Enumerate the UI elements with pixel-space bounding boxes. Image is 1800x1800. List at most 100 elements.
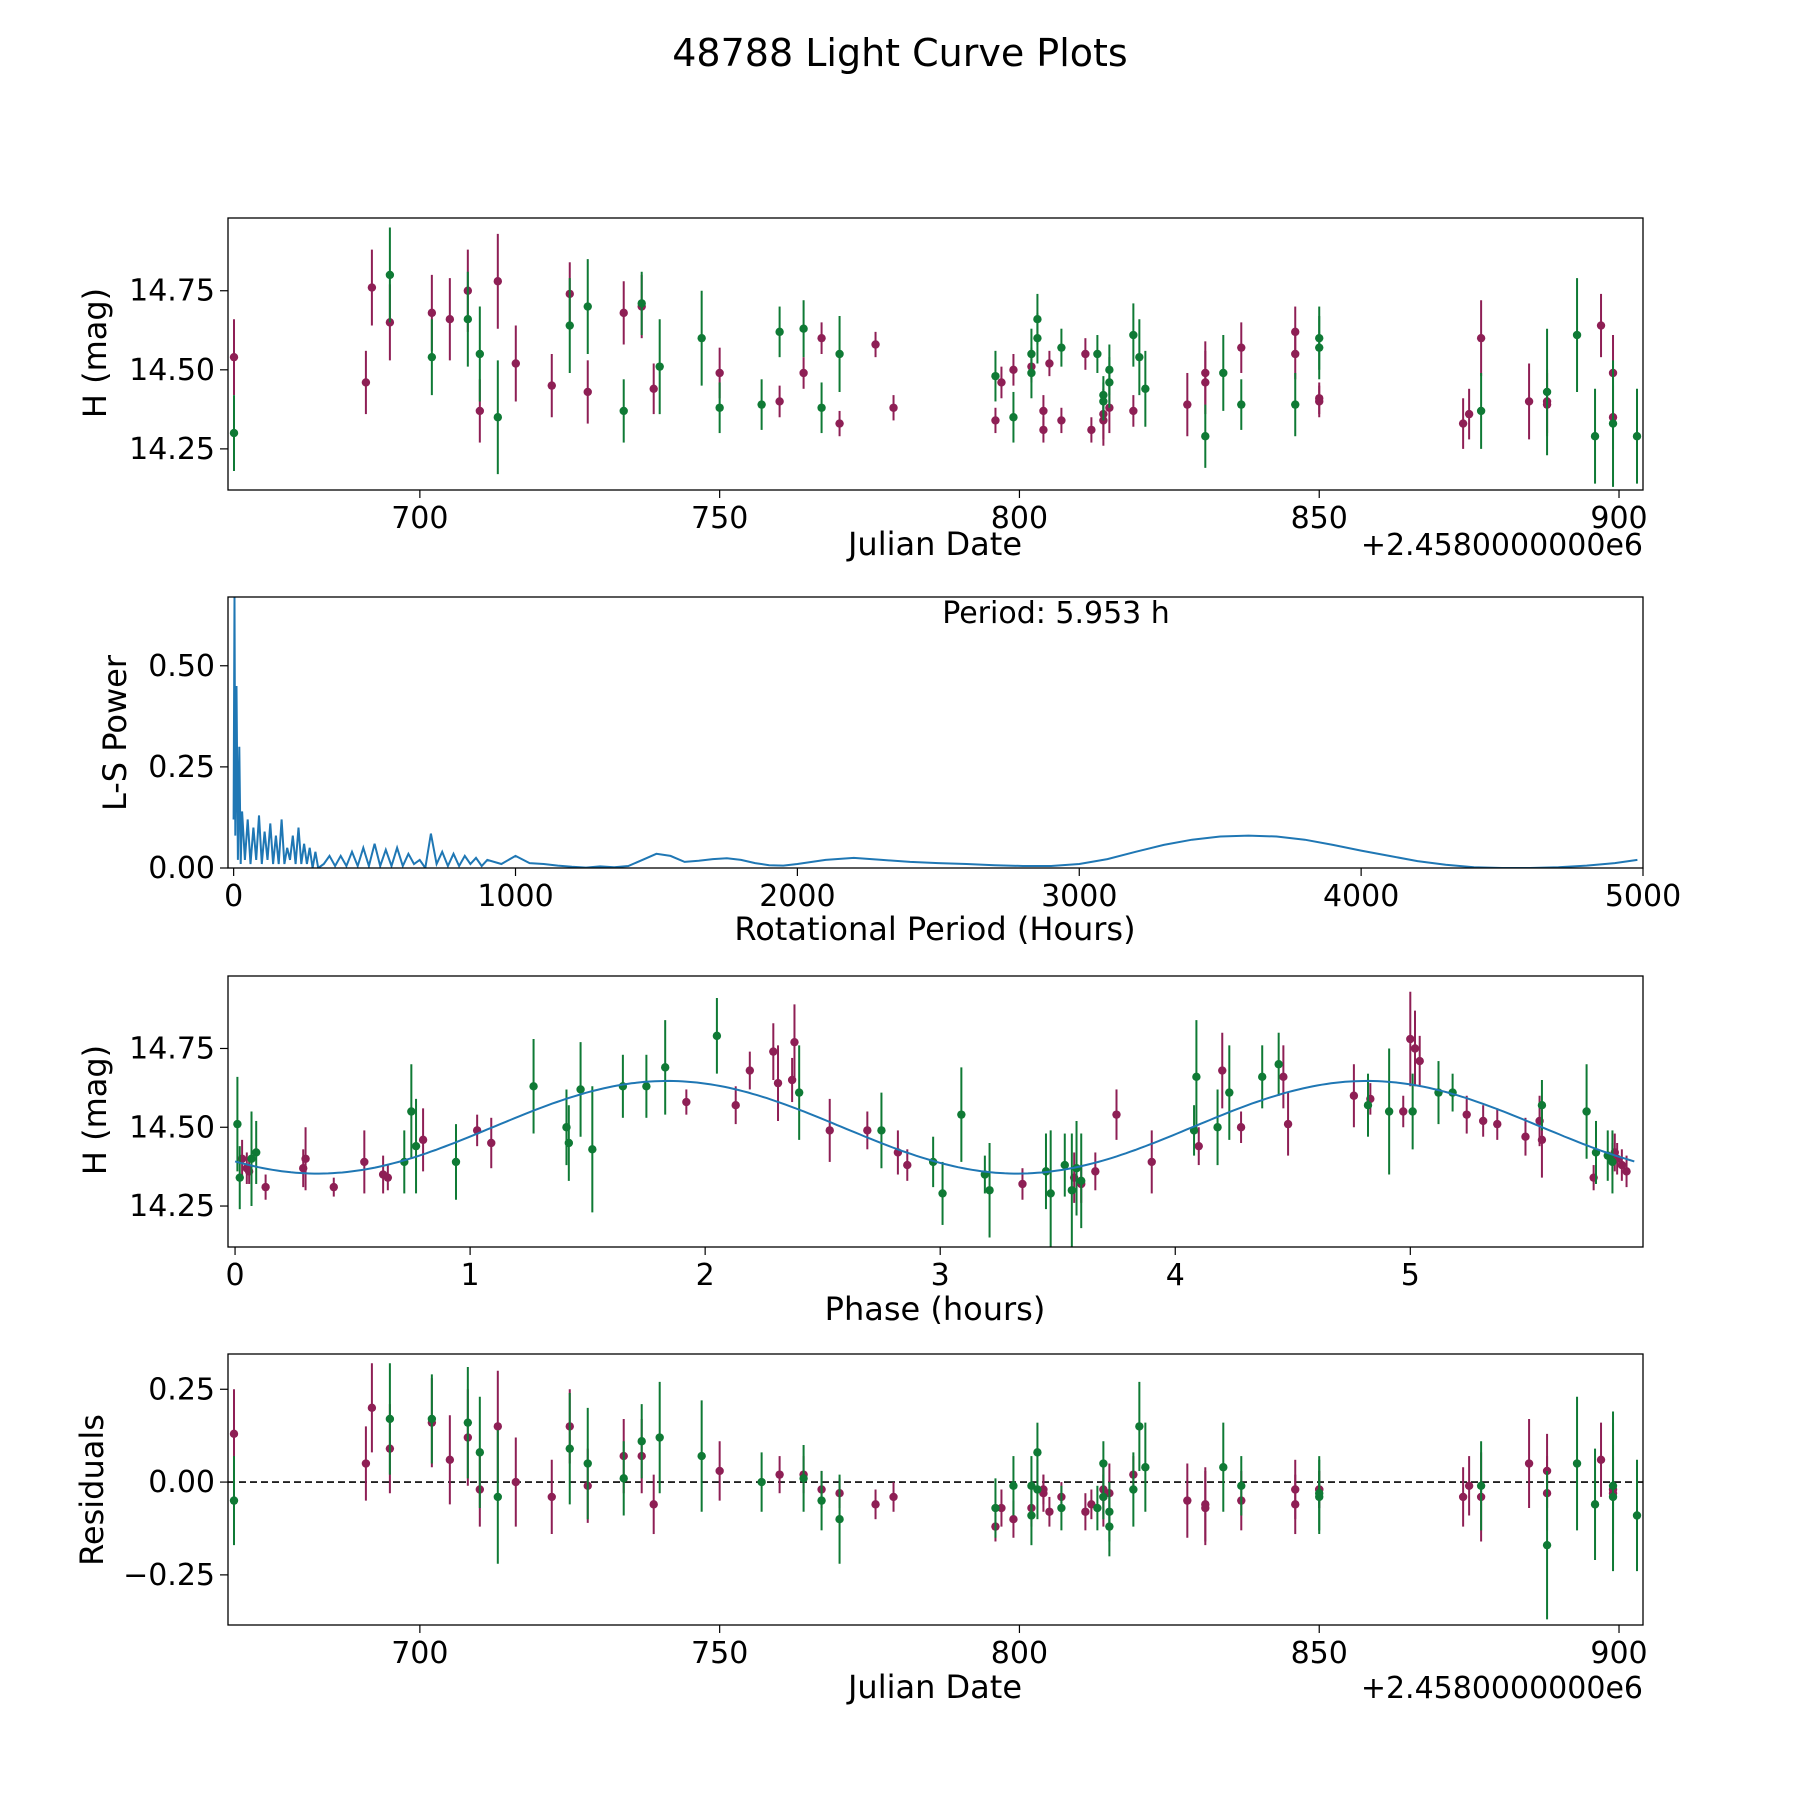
lightcurve-point-g [1141, 384, 1150, 393]
residuals-axes-frame [227, 1353, 1644, 1626]
lightcurve-point-r [1009, 365, 1018, 375]
lightcurve-x-offset: +2.4580000000e6 [1361, 528, 1643, 563]
periodogram-xtick-label: 5000 [1605, 879, 1681, 914]
phased-point-r [1194, 1141, 1203, 1151]
lightcurve-point-r [1458, 419, 1468, 428]
lightcurve-point-g [1129, 330, 1138, 340]
residuals-point-g [229, 1496, 239, 1505]
lightcurve-point-g [1590, 432, 1600, 441]
lightcurve-point-r [871, 340, 880, 349]
residuals-point-g [655, 1433, 664, 1442]
phased-point-r [261, 1182, 270, 1192]
residuals-ytick-label: 0.00 [148, 1465, 215, 1500]
residuals-point-g [799, 1474, 808, 1483]
lightcurve-point-g [1033, 333, 1042, 343]
lightcurve-point-g [619, 406, 628, 416]
residuals-point-r [1291, 1500, 1300, 1509]
lightcurve-point-g [991, 371, 1000, 381]
phased-point-g [1077, 1176, 1086, 1186]
lightcurve-point-r [1237, 343, 1246, 352]
lightcurve-point-r [715, 368, 724, 378]
residuals-point-g [697, 1451, 706, 1461]
lightcurve-point-r [367, 283, 377, 292]
periodogram-plot-area [232, 597, 1638, 868]
lightcurve-ylabel: H (mag) [76, 288, 114, 418]
residuals-point-g [637, 1437, 646, 1446]
phased-panel: Phase (hours) H (mag) 0 1 2 3 4 5 14.25 14.50 14… [76, 975, 1644, 1328]
phased-plot-area [233, 991, 1635, 1247]
lightcurve-point-g [1572, 330, 1582, 340]
lightcurve-point-g [775, 327, 784, 337]
lightcurve-point-r [1524, 397, 1534, 406]
residuals-point-g [1009, 1481, 1018, 1490]
lightcurve-point-g [1093, 349, 1102, 359]
periodogram-xlabel: Rotational Period (Hours) [734, 910, 1135, 948]
lightcurve-point-r [889, 403, 898, 412]
lightcurve-point-g [1099, 397, 1108, 406]
phased-point-r [1406, 1034, 1415, 1044]
phased-xlabel: Phase (hours) [825, 1290, 1046, 1328]
periodogram-ytick-label: 0.25 [148, 750, 215, 785]
phased-point-g [588, 1145, 597, 1154]
phased-point-r [329, 1182, 338, 1192]
phased-point-r [418, 1135, 428, 1145]
phased-point-g [451, 1157, 461, 1167]
phased-point-r [1462, 1110, 1471, 1119]
residuals-point-g [1099, 1459, 1108, 1468]
lightcurve-xtick-label: 700 [391, 501, 448, 536]
periodogram-xtick-label: 0 [224, 879, 243, 914]
phased-point-r [1283, 1119, 1293, 1129]
phased-point-r [773, 1078, 783, 1088]
residuals-xlabel: Julian Date [846, 1668, 1022, 1706]
residuals-point-r [367, 1403, 377, 1413]
phased-point-g [1582, 1107, 1591, 1116]
residuals-point-g [1093, 1503, 1102, 1513]
lightcurve-point-r [1315, 397, 1324, 406]
residuals-point-g [1608, 1492, 1618, 1502]
lightcurve-point-r [583, 387, 592, 397]
lightcurve-point-g [715, 403, 724, 412]
phased-xtick-label: 4 [1166, 1258, 1185, 1293]
lightcurve-point-r [649, 384, 658, 393]
lightcurve-point-r [511, 359, 520, 368]
residuals-ytick-label: −0.25 [123, 1558, 215, 1593]
phased-point-g [1408, 1107, 1417, 1116]
phased-point-r [1617, 1160, 1627, 1170]
phased-point-g [576, 1085, 585, 1094]
phased-point-r [1537, 1135, 1547, 1145]
residuals-point-r [1524, 1459, 1534, 1468]
lightcurve-point-r [1045, 359, 1054, 368]
lightcurve-point-r [361, 378, 371, 387]
lightcurve-point-r [1129, 406, 1138, 416]
phased-point-r [1478, 1116, 1488, 1126]
lightcurve-panel: Julian Date H (mag) +2.4580000000e6 700 7… [76, 217, 1648, 563]
lightcurve-point-r [1081, 349, 1090, 359]
residuals-point-g [1315, 1489, 1324, 1498]
phased-point-g [233, 1119, 242, 1129]
lightcurve-point-r [229, 352, 239, 362]
phased-xtick-label: 0 [226, 1258, 245, 1293]
lightcurve-point-g [463, 315, 473, 324]
model-curve [234, 1079, 1635, 1175]
phased-point-g [642, 1082, 651, 1091]
residuals-xtick-label: 700 [391, 1636, 448, 1671]
phased-ytick-label: 14.50 [129, 1110, 215, 1145]
residuals-x-offset: +2.4580000000e6 [1361, 1671, 1643, 1706]
phased-point-r [745, 1066, 755, 1075]
residuals-point-r [547, 1492, 556, 1502]
residuals-point-r [361, 1459, 371, 1468]
residuals-point-g [1542, 1540, 1552, 1550]
phased-point-g [1046, 1189, 1055, 1198]
phased-point-g [1537, 1100, 1547, 1110]
phased-point-g [1060, 1160, 1069, 1170]
residuals-point-g [1033, 1485, 1042, 1494]
phased-xtick-label: 1 [461, 1258, 480, 1293]
lightcurve-axes-frame [227, 217, 1644, 491]
lightcurve-point-g [637, 299, 646, 308]
residuals-point-r [445, 1455, 455, 1465]
phased-point-g [407, 1107, 416, 1116]
phased-point-r [1410, 1044, 1420, 1053]
residuals-ytick-label: 0.25 [148, 1372, 215, 1407]
lightcurve-point-g [583, 302, 592, 311]
